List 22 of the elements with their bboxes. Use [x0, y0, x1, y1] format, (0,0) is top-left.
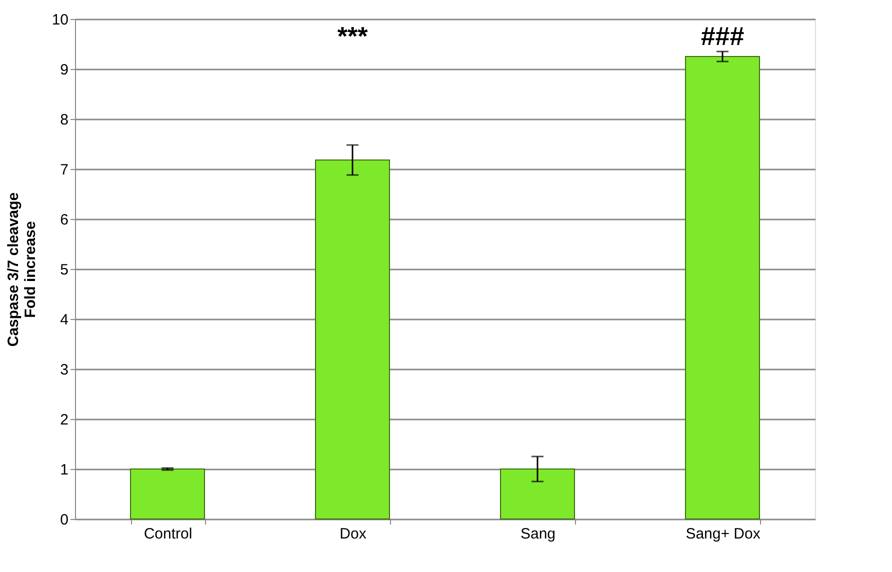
annotation: ### [700, 21, 745, 51]
y-tick-label: 8 [60, 112, 68, 128]
y-tick-label: 6 [60, 212, 68, 228]
bar [685, 56, 760, 520]
y-tick-label: 1 [60, 462, 68, 478]
y-tick-label: 7 [60, 162, 68, 178]
x-tick-label: Dox [340, 526, 367, 542]
x-tick-label: Control [144, 526, 192, 542]
bar [500, 468, 575, 520]
y-tick-label: 2 [60, 412, 68, 428]
x-tick-label: Sang+ Dox [686, 526, 761, 542]
annotation: *** [337, 21, 369, 51]
y-tick-label: 3 [60, 362, 68, 378]
y-tick-label: 5 [60, 262, 68, 278]
y-tick-label: 4 [60, 312, 68, 328]
bar [130, 468, 205, 520]
bar [315, 160, 390, 520]
y-tick-label: 0 [60, 512, 68, 528]
y-axis-title: Caspase 3/7 cleavage Fold increase [4, 192, 39, 347]
y-tick-label: 9 [60, 62, 68, 78]
y-tick-label: 10 [52, 12, 68, 28]
x-tick-label: Sang [520, 526, 556, 542]
